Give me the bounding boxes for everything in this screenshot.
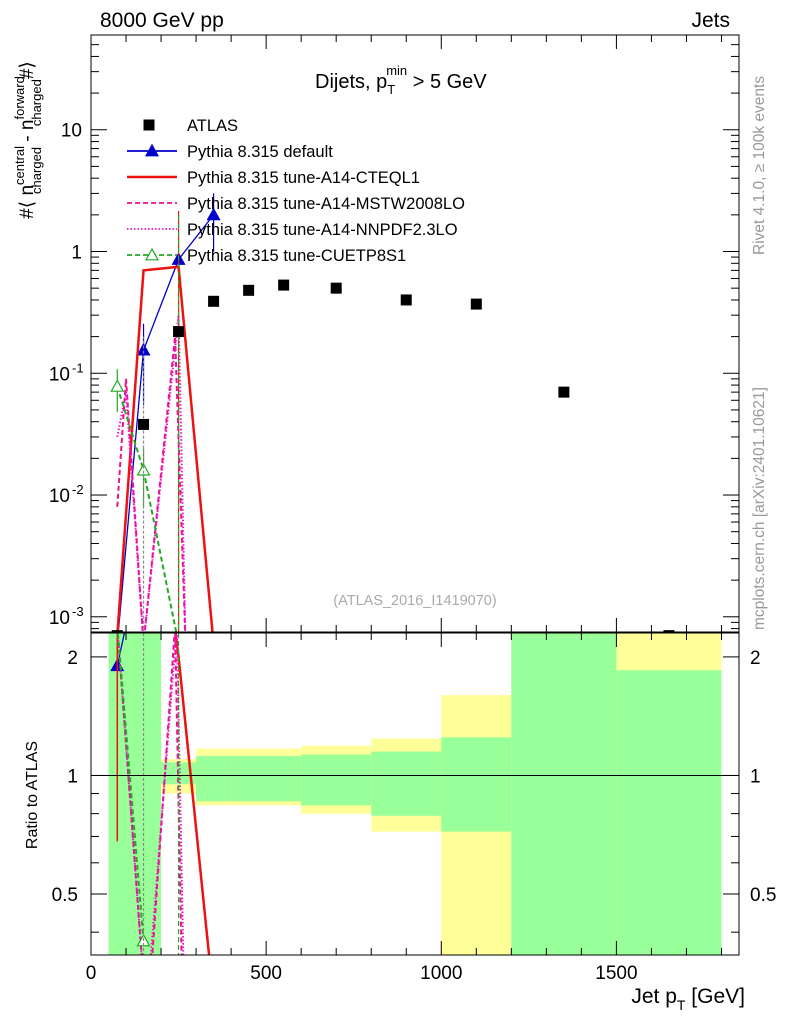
series-marker-0-1 [136,342,151,356]
green-band-5 [301,754,372,806]
xtick-label-2: 1000 [420,963,462,984]
atlas-point-8 [470,298,482,310]
xlabel-sub: T [677,997,686,1013]
green-band-7 [441,737,512,832]
legend-label-0: ATLAS [187,117,238,135]
green-band-3 [196,756,232,802]
main-series-group [110,193,675,632]
x-axis-label: Jet pT [GeV] [631,985,745,1013]
ylabel-mid: - n [17,120,38,147]
title-main: Dijets, p [315,71,387,93]
series-marker-0-3 [206,207,221,221]
rivet-label: Rivet 4.1.0, ≥ 100k events [751,76,768,255]
atlas-point-4 [243,284,255,296]
ratio-uncertainty-bands [108,633,722,955]
legend: ATLAS Pythia 8.315 default Pythia 8.315 tu… [127,117,465,265]
ratio-series-group [110,633,211,955]
green-band-4 [231,756,302,802]
ratio-line-1 [174,633,211,955]
y-axis-label: #⟨ ncentral charged - nforward charged#⟩ [12,61,44,219]
atlas-point-6 [330,282,342,294]
ratio-line-4 [116,633,145,942]
header-right: Jets [691,9,730,32]
main-panel-frame [90,34,740,633]
ratio-y-label: Ratio to ATLAS [24,741,41,849]
analysis-id: (ATLAS_2016_I1419070) [333,593,496,609]
rtick-label-l-1: 1 [67,766,78,787]
mcplots-label: mcplots.cern.ch [arXiv:2401.10621] [751,387,768,630]
ytick-label-1: 10 [49,486,70,507]
legend-label-5: Pythia 8.315 tune-CUETP8S1 [187,247,406,265]
ytick-label-4: 10 [61,121,82,142]
ytick-label-3: 1 [71,243,82,264]
series-line-0 [117,214,215,632]
legend-marker-0 [144,143,160,157]
rtick-label-l-0: 0.5 [52,885,78,906]
atlas-point-7 [400,294,412,306]
legend-label-3: Pythia 8.315 tune-A14-MSTW2008LO [187,195,465,213]
series-marker-4-0 [110,379,125,392]
legend-label-1: Pythia 8.315 default [187,143,333,161]
ylabel-sup1: central [12,146,27,185]
ytick-label-0: 10 [49,608,70,629]
ylabel-prefix: #⟨ n [17,185,38,219]
ylabel-sub2: charged [29,79,44,126]
header-left: 8000 GeV pp [100,9,224,32]
legend-marker-4 [144,247,160,261]
rtick-label-l-2: 2 [67,648,78,669]
xlabel-tail: [GeV] [685,985,745,1008]
xlabel-main: Jet p [631,985,677,1008]
ylabel-sub1: charged [29,147,44,194]
atlas-point-1 [138,418,150,430]
title-sub: T [387,82,395,97]
ylabel-sup2: forward [12,76,27,119]
atlas-point-10 [663,630,675,632]
title-tail: > 5 GeV [407,71,487,93]
green-band-9 [616,670,722,955]
legend-label-2: Pythia 8.315 tune-A14-CTEQL1 [187,169,420,187]
atlas-point-2 [173,326,185,338]
ytick-label-2: 10 [49,364,70,385]
atlas-point-9 [558,386,570,398]
atlas-point-3 [208,295,220,307]
xtick-label-3: 1500 [595,963,637,984]
ytick-exp-2: -1 [72,360,84,375]
legend-label-4: Pythia 8.315 tune-A14-NNPDF2.3LO [187,221,458,239]
atlas-point-0 [111,630,123,632]
ratio-line-3 [116,633,185,955]
series-marker-4-1 [136,462,151,476]
ratio-panel-frame [90,632,740,956]
rtick-label-r-2: 2 [750,648,761,669]
ytick-exp-0: -3 [72,604,84,619]
rtick-label-r-0: 0.5 [750,885,776,906]
green-band-8 [511,633,617,955]
green-band-6 [371,751,442,816]
title-sup: min [386,63,407,78]
ytick-exp-1: -2 [72,482,84,497]
legend-marker-atlas [143,119,155,131]
chart-title: Dijets, pTmin > 5 GeV [315,63,487,97]
xtick-label-0: 0 [86,963,97,984]
rtick-label-r-1: 1 [750,766,761,787]
atlas-point-5 [278,279,290,291]
xtick-label-1: 500 [250,963,282,984]
ylabel-suffix: #⟩ [17,61,38,79]
